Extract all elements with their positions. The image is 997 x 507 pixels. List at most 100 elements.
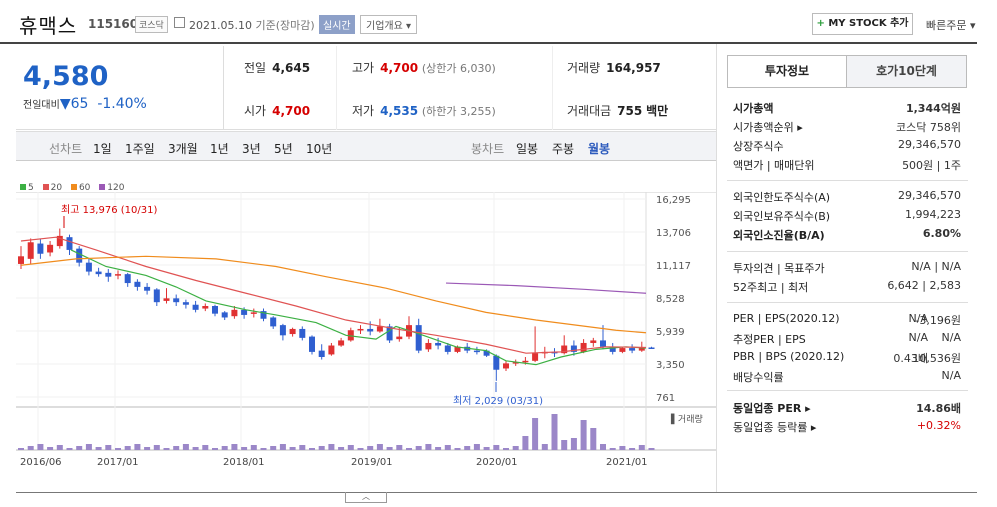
tab-orderbook[interactable]: 호가10단계 bbox=[847, 56, 966, 87]
volume-bar bbox=[115, 448, 121, 450]
tab-daily[interactable]: 일봉 bbox=[516, 142, 539, 156]
volume-bar bbox=[347, 445, 354, 450]
quote-grid: 전일 4,645 고가 4,700 (상한가 6,030) 거래량 164,957 시… bbox=[223, 46, 716, 130]
legend-ma60: 60 bbox=[70, 183, 90, 193]
ma60-line bbox=[20, 255, 647, 334]
volume-bar bbox=[338, 447, 345, 450]
volume-bar bbox=[289, 447, 296, 450]
info-value: 코스닥 758위 bbox=[896, 121, 961, 134]
candle-body bbox=[192, 304, 199, 310]
volume-bar bbox=[37, 444, 44, 450]
tab-1y[interactable]: 1년 bbox=[210, 142, 229, 156]
candle-body bbox=[570, 345, 577, 352]
candle-body bbox=[163, 298, 170, 301]
my-stock-button[interactable]: + MY STOCK 추가 bbox=[812, 13, 913, 35]
info-row: 상장주식수 29,346,570 bbox=[733, 138, 961, 154]
info-label: 액면가 | 매매단위 bbox=[733, 159, 815, 172]
section-divider bbox=[727, 251, 968, 252]
tab-1w[interactable]: 1주일 bbox=[125, 142, 155, 156]
candle-body bbox=[231, 309, 238, 317]
volume-bar bbox=[105, 445, 112, 450]
info-row: 52주최고 | 최저 6,642 | 2,583 bbox=[733, 279, 961, 295]
volume-bar bbox=[250, 445, 257, 450]
candle-body bbox=[250, 312, 257, 314]
volume-bar bbox=[47, 447, 54, 450]
volume-bar bbox=[648, 448, 655, 450]
candle-body bbox=[435, 342, 442, 346]
candle-body bbox=[289, 328, 296, 335]
tab-10y[interactable]: 10년 bbox=[306, 142, 333, 156]
quote-panel: 4,580 전일대비▼65 -1.40% 전일 4,645 고가 4,700 (상한… bbox=[16, 46, 716, 130]
candle-body bbox=[153, 289, 160, 303]
info-label: PBR | BPS (2020.12) bbox=[733, 350, 845, 363]
info-tabs: 투자정보 호가10단계 bbox=[727, 55, 967, 88]
current-price: 4,580 bbox=[23, 61, 109, 92]
candle-body bbox=[532, 353, 539, 361]
y-tick-label: 8,528 bbox=[656, 294, 685, 305]
collapse-button[interactable]: ︿ bbox=[345, 492, 387, 503]
volume-bar bbox=[221, 446, 228, 450]
y-tick-label: 5,939 bbox=[656, 327, 685, 338]
volume-bar bbox=[85, 444, 92, 450]
realtime-button[interactable]: 실시간 bbox=[319, 15, 355, 34]
volume-bar bbox=[561, 440, 568, 450]
volume-bar bbox=[144, 447, 151, 450]
corp-info-select[interactable]: 기업개요 ▾ bbox=[360, 15, 418, 34]
info-value: 10,536원 bbox=[912, 352, 961, 365]
volume-bar bbox=[357, 448, 364, 450]
volume-bar bbox=[483, 447, 490, 450]
candle-body bbox=[580, 342, 587, 352]
info-label: 투자의견 | 목표주가 bbox=[733, 262, 825, 275]
bottom-divider bbox=[16, 492, 977, 493]
tab-1d[interactable]: 1일 bbox=[93, 142, 112, 156]
tab-invest-info[interactable]: 투자정보 bbox=[728, 56, 847, 87]
candle-body bbox=[522, 360, 529, 363]
candle-body bbox=[56, 235, 63, 247]
candle-body bbox=[561, 345, 568, 354]
quick-order-link[interactable]: 빠른주문 ▾ bbox=[926, 19, 976, 32]
y-tick-label: 761 bbox=[656, 393, 675, 404]
tab-3y[interactable]: 3년 bbox=[242, 142, 261, 156]
info-label: 배당수익률 bbox=[733, 371, 784, 384]
info-value: 1,994,223 bbox=[905, 208, 961, 221]
volume-bar bbox=[493, 445, 500, 450]
candle-body bbox=[95, 271, 102, 275]
x-tick-label: 2017/01 bbox=[97, 457, 139, 468]
volume-bar bbox=[134, 444, 141, 450]
stock-chart[interactable]: 16,295 13,706 11,117 8,528 5,939 3,350 761 2016… bbox=[16, 192, 716, 477]
volume-bar bbox=[580, 420, 587, 450]
candle-body bbox=[105, 272, 112, 277]
candle-body bbox=[202, 306, 209, 309]
section-divider bbox=[727, 302, 968, 303]
volume-bar bbox=[328, 444, 335, 450]
volume-bar bbox=[541, 444, 548, 450]
y-tick-label: 16,295 bbox=[656, 195, 691, 206]
tab-monthly[interactable]: 월봉 bbox=[588, 142, 611, 156]
tab-3m[interactable]: 3개월 bbox=[168, 142, 198, 156]
tab-5y[interactable]: 5년 bbox=[274, 142, 293, 156]
x-tick-label: 2018/01 bbox=[223, 457, 265, 468]
volume-bar bbox=[512, 446, 519, 450]
x-tick-label: 2016/06 bbox=[20, 457, 62, 468]
volume-bar bbox=[66, 448, 73, 450]
volume-bar bbox=[95, 447, 102, 450]
stock-code: 115160 bbox=[88, 17, 139, 31]
candle-body bbox=[503, 363, 509, 369]
info-row: 시가총액순위 ▸ 코스닥 758위 bbox=[733, 119, 961, 135]
plus-icon: + bbox=[816, 18, 825, 29]
info-value: 500원 | 1주 bbox=[902, 159, 961, 172]
candle-body bbox=[386, 326, 393, 341]
trade-amount: 거래대금 755 백만 bbox=[567, 104, 669, 118]
legend-ma20: 20 bbox=[42, 183, 62, 193]
volume-bar bbox=[425, 444, 432, 450]
info-value: 6.80% bbox=[922, 227, 961, 240]
volume-bar bbox=[473, 444, 480, 450]
volume-bar bbox=[309, 448, 315, 450]
ma120-line bbox=[445, 282, 647, 294]
tab-weekly[interactable]: 주봉 bbox=[552, 142, 575, 156]
candle-body bbox=[260, 311, 267, 319]
section-divider bbox=[727, 390, 968, 391]
candle-body bbox=[396, 336, 403, 340]
volume-bar bbox=[231, 444, 238, 450]
low-annotation: 최저 2,029 (03/31) bbox=[453, 395, 543, 407]
